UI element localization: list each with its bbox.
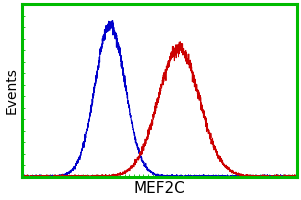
X-axis label: MEF2C: MEF2C [134,181,185,196]
Y-axis label: Events: Events [4,67,18,114]
